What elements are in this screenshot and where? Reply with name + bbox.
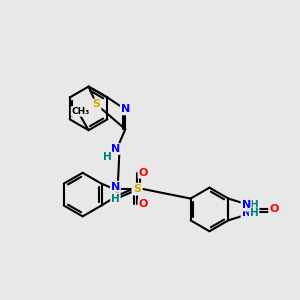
Text: N: N <box>111 182 120 192</box>
Text: O: O <box>269 204 279 214</box>
Text: H: H <box>103 152 112 162</box>
Text: S: S <box>133 184 141 194</box>
Text: O: O <box>133 184 142 195</box>
Text: O: O <box>138 168 148 178</box>
Text: N: N <box>111 144 120 154</box>
Text: H: H <box>111 194 120 203</box>
Text: N: N <box>242 208 251 218</box>
Text: H: H <box>250 200 259 211</box>
Text: N: N <box>242 200 251 211</box>
Text: H: H <box>250 208 259 218</box>
Text: O: O <box>138 200 148 209</box>
Text: S: S <box>92 99 101 110</box>
Text: N: N <box>121 104 130 114</box>
Text: CH₃: CH₃ <box>71 107 90 116</box>
